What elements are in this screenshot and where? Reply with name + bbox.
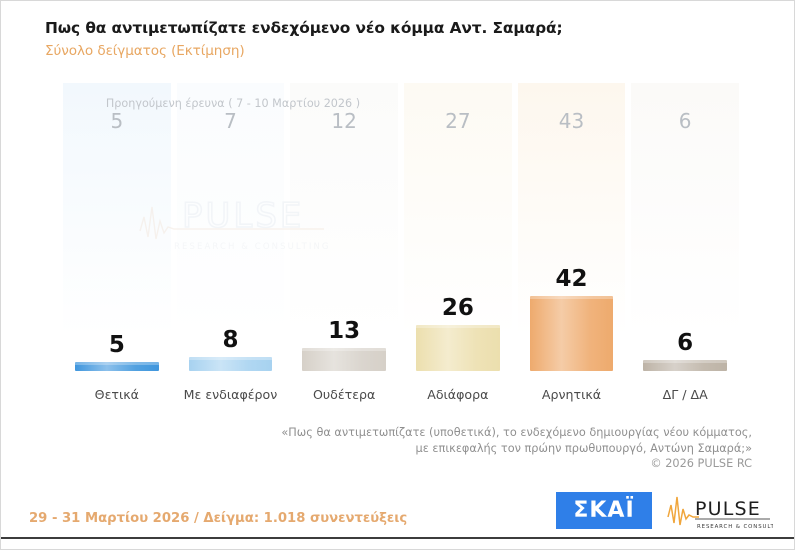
skai-logo-text: ΣΚΑΪ — [573, 498, 635, 523]
page-title: Πως θα αντιμετωπίζατε ενδεχόμενο νέο κόμ… — [45, 19, 563, 37]
footer-divider — [1, 537, 794, 539]
skai-logo: ΣΚΑΪ — [556, 492, 652, 529]
pulse-logo: PULSE RESEARCH & CONSULTING — [667, 496, 773, 530]
bar — [75, 362, 159, 371]
category-label: Αρνητικά — [541, 387, 602, 402]
current-value-label: 26 — [441, 294, 474, 321]
column-backdrop — [631, 83, 739, 371]
chart-footnote: «Πως θα αντιμετωπίζατε (υποθετικά), το ε… — [212, 425, 752, 472]
current-value-label: 6 — [677, 330, 694, 357]
bar — [643, 360, 727, 371]
bar — [188, 356, 273, 371]
category-label: ΔΓ / ΔΑ — [662, 387, 708, 402]
current-value-label: 5 — [108, 332, 125, 358]
current-value-label: 13 — [328, 317, 361, 344]
footnote-line-1: «Πως θα αντιμετωπίζατε (υποθετικά), το ε… — [281, 426, 752, 439]
bar — [302, 347, 386, 371]
previous-value-label: 27 — [445, 109, 471, 133]
footnote-line-2: με επικεφαλής τον πρώην πρωθυπουργό, Αντ… — [415, 441, 752, 455]
chart-header: Πως θα αντιμετωπίζατε ενδεχόμενο νέο κόμ… — [45, 19, 765, 59]
previous-value-label: 6 — [678, 109, 692, 133]
previous-survey-caption: Προηγούμενη έρευνα ( 7 - 10 Μαρτίου 2026… — [105, 97, 361, 110]
category-label: Με ενδιαφέρον — [183, 387, 278, 402]
chart-subtitle: Σύνολο δείγματος (Εκτίμηση) — [45, 43, 245, 59]
category-label: Θετικά — [94, 387, 139, 402]
category-axis: Θετικά Με ενδιαφέρον Ουδέτερα Αδιάφορα Αρνητ… — [63, 387, 739, 407]
chart-column: 43 42 — [517, 83, 626, 371]
previous-value-label: 5 — [110, 109, 124, 133]
current-value-label: 8 — [222, 326, 239, 353]
copyright-text: © 2026 PULSE RC — [650, 457, 752, 470]
svg-text:PULSE: PULSE — [695, 498, 761, 520]
previous-value-label: 7 — [224, 109, 237, 133]
bar — [416, 324, 500, 371]
bar — [529, 296, 614, 371]
category-label: Ουδέτερα — [312, 387, 376, 402]
previous-value-label: 43 — [558, 109, 585, 133]
category-label: Αδιάφορα — [427, 387, 489, 402]
chart-column: 27 26 — [404, 83, 512, 371]
bar-chart-plot: 5 5 7 8 12 13 27 26 43 42 6 6 — [63, 83, 739, 371]
current-value-label: 42 — [555, 266, 588, 293]
previous-value-label: 12 — [331, 109, 357, 133]
survey-date-sample: 29 - 31 Μαρτίου 2026 / Δείγμα: 1.018 συν… — [29, 511, 408, 526]
svg-text:RESEARCH & CONSULTING: RESEARCH & CONSULTING — [697, 524, 773, 530]
column-backdrop — [404, 83, 512, 371]
chart-column: 12 13 — [290, 83, 398, 371]
